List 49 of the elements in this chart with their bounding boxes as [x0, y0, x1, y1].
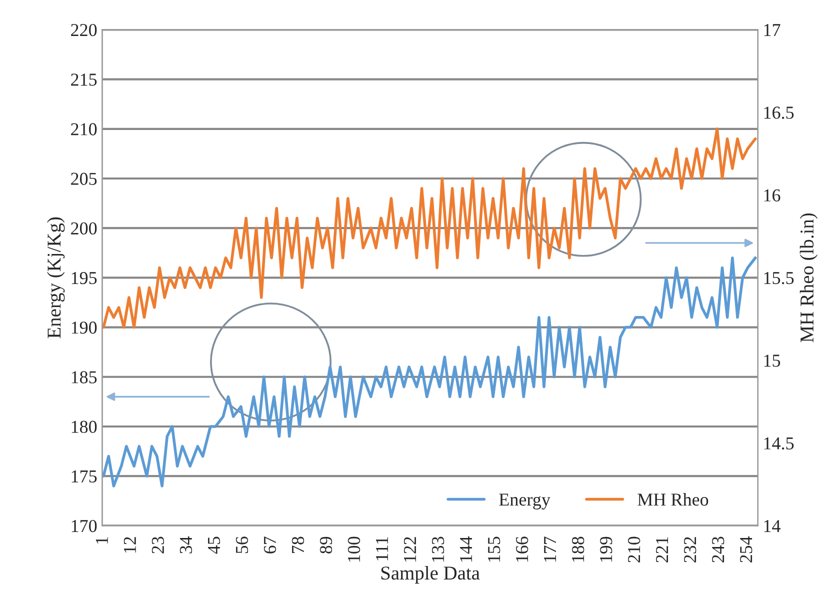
- y-tick-label: 220: [71, 24, 97, 36]
- y-tick-label: 180: [72, 420, 97, 433]
- x-tick-label: 221: [656, 537, 668, 562]
- x-tick-label: 166: [516, 536, 528, 562]
- x-tick-label: 177: [544, 536, 556, 562]
- x-tick-label: 144: [460, 536, 472, 562]
- y2-tick-label: 14: [764, 520, 781, 532]
- legend-label: Energy: [499, 494, 550, 510]
- x-tick-label: 67: [264, 536, 276, 554]
- x-tick-label: 56: [236, 536, 248, 554]
- x-tick-label: 122: [404, 537, 416, 562]
- y-tick-label: 210: [71, 123, 97, 136]
- y-tick-label: 215: [71, 74, 97, 86]
- y2-axis-title: MH Rheo (lb.in): [800, 213, 818, 342]
- x-tick-label: 34: [180, 536, 192, 554]
- y2-tick-label: 15: [764, 354, 780, 367]
- x-tick-label: 243: [712, 536, 724, 562]
- x-tick-label: 111: [376, 537, 388, 560]
- x-tick-label: 254: [740, 536, 752, 562]
- x-tick-label: 232: [684, 537, 696, 562]
- y-tick-label: 170: [72, 520, 97, 532]
- y-tick-label: 175: [72, 470, 97, 483]
- x-tick-label: 1: [96, 537, 108, 544]
- line-series: [102, 128, 757, 329]
- x-axis-title: Sample Data: [381, 566, 480, 584]
- line-series: [102, 256, 757, 488]
- y2-tick-label: 14.5: [764, 437, 794, 450]
- x-tick-label: 100: [348, 536, 360, 562]
- y-tick-label: 200: [71, 222, 97, 235]
- x-tick-label: 199: [600, 536, 612, 562]
- legend-label: MH Rheo: [638, 493, 708, 506]
- x-tick-label: 188: [572, 536, 584, 562]
- y2-tick-label: 15.5: [764, 272, 794, 284]
- y-tick-label: 190: [72, 322, 97, 334]
- x-tick-label: 133: [432, 536, 444, 562]
- x-tick-label: 45: [208, 536, 220, 554]
- y-axis-title: Energy (Kj/Kg): [47, 217, 65, 338]
- x-tick-label: 89: [320, 536, 332, 554]
- y-tick-label: 195: [72, 272, 97, 284]
- y-tick-label: 205: [71, 172, 97, 185]
- y-tick-label: 185: [72, 371, 97, 384]
- x-tick-label: 78: [292, 536, 304, 553]
- y2-tick-label: 16: [764, 189, 780, 202]
- y2-tick-label: 17: [764, 24, 780, 36]
- x-tick-label: 155: [488, 536, 500, 562]
- x-tick-label: 12: [124, 537, 136, 553]
- y2-tick-label: 16.5: [764, 106, 794, 119]
- x-tick-label: 23: [152, 536, 164, 554]
- x-tick-label: 210: [628, 536, 640, 562]
